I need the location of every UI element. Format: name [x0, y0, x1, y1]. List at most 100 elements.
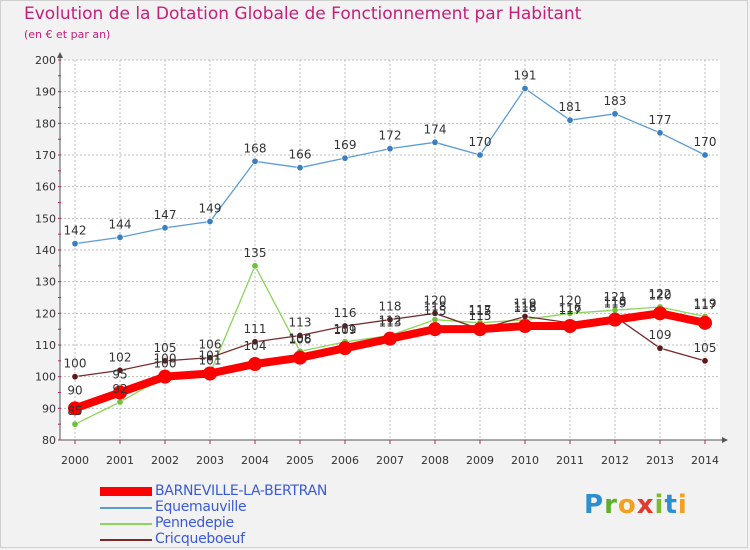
data-point-equemauville — [566, 116, 574, 124]
x-tick-label: 2002 — [151, 454, 179, 467]
data-point-equemauville — [71, 240, 79, 248]
data-point-equemauville — [116, 233, 124, 241]
data-label-pennedepie: 85 — [67, 404, 82, 418]
data-label-pennedepie: 101 — [199, 354, 222, 368]
proxiti-logo: Proxiti — [584, 490, 688, 520]
data-point-barneville-la-bertran — [248, 357, 262, 371]
data-point-equemauville — [206, 218, 214, 226]
x-tick-label: 2008 — [421, 454, 449, 467]
data-point-cricqueboeuf — [386, 316, 394, 324]
legend-swatch — [100, 539, 152, 541]
data-label-equemauville: 149 — [199, 202, 222, 216]
data-label-equemauville: 147 — [154, 208, 177, 222]
y-tick-label: 110 — [35, 339, 56, 352]
data-label-pennedepie: 118 — [424, 300, 447, 314]
data-point-equemauville — [251, 157, 259, 165]
data-label-equemauville: 166 — [289, 148, 312, 162]
x-tick-label: 2006 — [331, 454, 359, 467]
data-label-barneville-la-bertran: 106 — [289, 333, 312, 347]
y-tick-label: 120 — [35, 307, 56, 320]
data-point-cricqueboeuf — [296, 331, 304, 339]
data-point-barneville-la-bertran — [428, 322, 442, 337]
data-point-barneville-la-bertran — [203, 366, 217, 381]
data-point-equemauville — [476, 151, 484, 159]
data-point-cricqueboeuf — [71, 373, 79, 381]
data-point-equemauville — [701, 151, 709, 159]
line-chart: 80 90 100 110 120 130 140 150 160 170 180 190 200 200… — [35, 52, 728, 467]
y-tick-label: 130 — [35, 276, 56, 289]
data-label-barneville-la-bertran: 104 — [244, 339, 267, 353]
data-point-barneville-la-bertran — [113, 385, 127, 400]
data-label-barneville-la-bertran: 115 — [424, 304, 447, 318]
data-point-barneville-la-bertran — [68, 401, 82, 416]
data-label-barneville-la-bertran: 116 — [559, 301, 582, 315]
data-label-pennedepie: 135 — [244, 246, 267, 260]
legend-label: BARNEVILLE-LA-BERTRAN — [155, 483, 327, 499]
data-label-barneville-la-bertran: 90 — [67, 383, 82, 397]
data-label-cricqueboeuf: 100 — [64, 357, 87, 371]
data-point-equemauville — [521, 85, 529, 93]
x-tick-label: 2005 — [286, 454, 314, 467]
data-label-barneville-la-bertran: 115 — [469, 304, 492, 318]
data-label-cricqueboeuf: 113 — [289, 316, 312, 330]
data-label-equemauville: 183 — [604, 94, 627, 108]
data-label-barneville-la-bertran: 100 — [154, 352, 177, 366]
data-label-equemauville: 142 — [64, 224, 87, 238]
data-point-cricqueboeuf — [206, 354, 214, 362]
data-label-cricqueboeuf: 120 — [424, 293, 447, 307]
x-tick-label: 2004 — [241, 454, 269, 467]
data-label-barneville-la-bertran: 117 — [694, 298, 717, 312]
data-point-pennedepie — [116, 398, 124, 406]
data-label-equemauville: 144 — [109, 217, 132, 231]
x-tick-label: 2010 — [511, 454, 539, 467]
data-point-pennedepie — [566, 309, 574, 317]
data-point-equemauville — [341, 154, 349, 162]
data-label-cricqueboeuf: 106 — [199, 338, 222, 352]
data-point-barneville-la-bertran — [293, 350, 307, 365]
data-label-equemauville: 169 — [334, 138, 357, 152]
x-tick-label: 2009 — [466, 454, 494, 467]
data-label-equemauville: 172 — [379, 129, 402, 143]
x-tick-label: 2012 — [601, 454, 629, 467]
data-point-barneville-la-bertran — [158, 369, 172, 384]
data-label-cricqueboeuf: 111 — [244, 322, 267, 336]
data-label-cricqueboeuf: 105 — [694, 341, 717, 355]
data-label-cricqueboeuf: 119 — [514, 297, 537, 311]
data-label-equemauville: 170 — [469, 135, 492, 149]
data-label-equemauville: 168 — [244, 141, 267, 155]
chart-title: Evolution de la Dotation Globale de Fonc… — [24, 4, 582, 24]
y-tick-label: 150 — [35, 212, 56, 225]
data-point-barneville-la-bertran — [383, 331, 397, 346]
x-tick-label: 2013 — [646, 454, 674, 467]
data-label-equemauville: 191 — [514, 69, 537, 83]
data-label-cricqueboeuf: 118 — [379, 300, 402, 314]
data-label-barneville-la-bertran: 95 — [112, 368, 127, 382]
data-label-barneville-la-bertran: 101 — [199, 349, 222, 363]
data-label-pennedepie: 119 — [694, 297, 717, 311]
data-label-pennedepie: 121 — [604, 290, 627, 304]
data-point-equemauville — [296, 164, 304, 172]
data-point-cricqueboeuf — [116, 366, 124, 374]
y-tick-label: 180 — [35, 117, 56, 130]
data-point-cricqueboeuf — [161, 357, 169, 365]
data-label-pennedepie: 118 — [514, 300, 537, 314]
data-point-equemauville — [386, 145, 394, 153]
x-tick-label: 2000 — [61, 454, 89, 467]
data-label-cricqueboeuf: 115 — [469, 309, 492, 323]
y-tick-label: 100 — [35, 371, 56, 384]
data-label-pennedepie: 108 — [289, 331, 312, 345]
data-point-pennedepie — [71, 420, 79, 428]
data-label-cricqueboeuf: 102 — [109, 350, 132, 364]
data-point-equemauville — [431, 138, 439, 146]
data-point-cricqueboeuf — [701, 357, 709, 365]
data-point-cricqueboeuf — [341, 322, 349, 330]
legend-swatch — [100, 487, 152, 496]
data-label-cricqueboeuf: 119 — [604, 297, 627, 311]
data-point-barneville-la-bertran — [473, 322, 487, 337]
y-tick-label: 90 — [42, 402, 56, 415]
x-tick-label: 2003 — [196, 454, 224, 467]
data-point-cricqueboeuf — [656, 344, 664, 352]
data-label-pennedepie: 111 — [334, 322, 357, 336]
data-point-barneville-la-bertran — [563, 319, 577, 333]
y-tick-label: 160 — [35, 181, 56, 194]
